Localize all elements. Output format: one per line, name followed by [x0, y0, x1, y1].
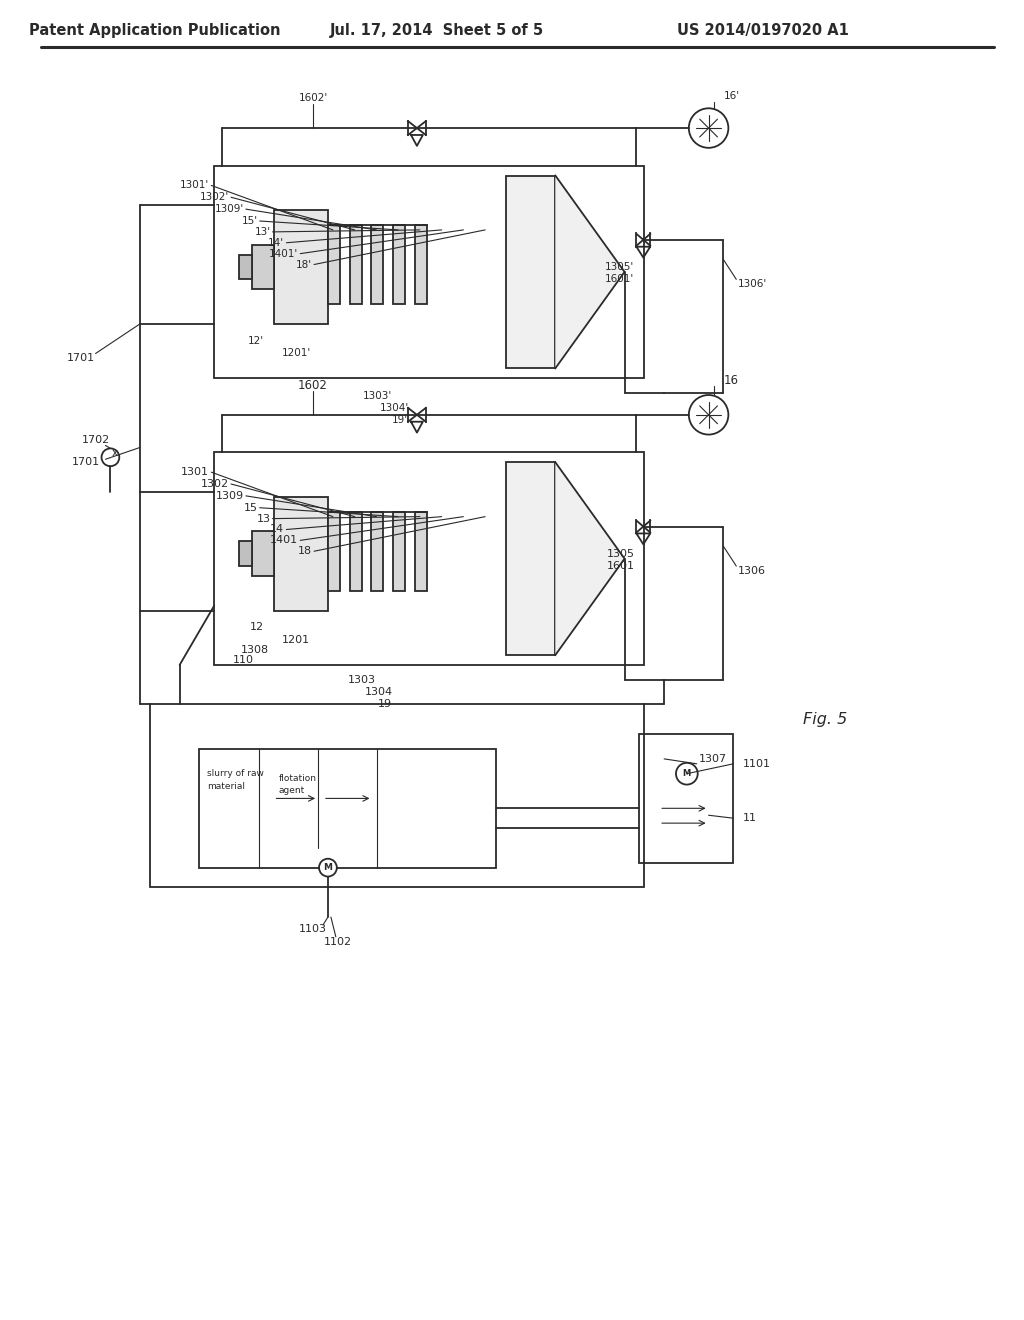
Text: 12': 12' — [248, 335, 263, 346]
Text: 16: 16 — [723, 374, 738, 387]
Polygon shape — [555, 176, 625, 368]
Bar — [372, 512, 383, 591]
Text: flotation: flotation — [279, 774, 316, 783]
Text: 1401': 1401' — [269, 248, 298, 259]
Text: 1308: 1308 — [241, 645, 268, 655]
Text: 16': 16' — [723, 91, 739, 102]
Text: 19': 19' — [392, 414, 409, 425]
Text: 1101: 1101 — [743, 759, 771, 768]
Polygon shape — [555, 462, 625, 655]
Bar — [328, 512, 340, 591]
Circle shape — [319, 859, 337, 876]
Circle shape — [689, 395, 728, 434]
Text: 1301': 1301' — [180, 181, 209, 190]
Text: 18': 18' — [296, 260, 312, 269]
Text: agent: agent — [279, 785, 305, 795]
Bar — [506, 462, 555, 655]
Text: 15: 15 — [244, 503, 258, 512]
Text: slurry of raw: slurry of raw — [207, 770, 264, 779]
Bar — [415, 224, 427, 304]
Bar — [252, 532, 273, 576]
Text: 1401: 1401 — [270, 536, 298, 545]
Text: 1304: 1304 — [365, 686, 392, 697]
Bar — [239, 255, 252, 280]
Text: 13: 13 — [257, 513, 270, 524]
Text: 1306': 1306' — [738, 280, 768, 289]
Bar — [150, 705, 644, 887]
Bar — [328, 224, 340, 304]
Text: Patent Application Publication: Patent Application Publication — [29, 22, 281, 38]
Text: M: M — [683, 770, 691, 779]
Text: 19: 19 — [378, 698, 391, 709]
Text: 1102: 1102 — [324, 937, 352, 946]
Text: material: material — [207, 781, 246, 791]
Text: 1304': 1304' — [379, 403, 409, 413]
Text: 1702: 1702 — [82, 434, 110, 445]
Text: 1305: 1305 — [606, 549, 635, 560]
Text: 1602: 1602 — [298, 379, 328, 392]
Bar — [252, 244, 273, 289]
Bar — [200, 748, 496, 867]
Bar — [506, 176, 555, 368]
Text: 1201: 1201 — [282, 635, 309, 645]
Text: 1601: 1601 — [606, 561, 635, 572]
Text: 1305': 1305' — [605, 263, 635, 272]
Text: 1701: 1701 — [67, 354, 95, 363]
Bar — [273, 496, 328, 611]
Text: 1301: 1301 — [181, 467, 209, 477]
Text: 1103: 1103 — [299, 924, 327, 935]
Text: 1303: 1303 — [348, 675, 376, 685]
Bar — [349, 224, 361, 304]
Text: 1701: 1701 — [72, 457, 99, 467]
Text: 1309: 1309 — [216, 491, 244, 500]
Bar — [639, 734, 733, 863]
Text: 14: 14 — [270, 524, 285, 535]
Text: Jul. 17, 2014  Sheet 5 of 5: Jul. 17, 2014 Sheet 5 of 5 — [330, 22, 544, 38]
Bar — [393, 512, 406, 591]
Bar — [214, 165, 644, 379]
Text: 12: 12 — [250, 622, 263, 632]
Text: 15': 15' — [242, 216, 258, 226]
Text: 11: 11 — [743, 813, 757, 824]
Bar — [214, 453, 644, 665]
Text: 1302': 1302' — [200, 193, 229, 202]
Text: 18: 18 — [298, 546, 312, 556]
Text: 1307: 1307 — [698, 754, 727, 764]
Text: M: M — [324, 863, 333, 873]
Circle shape — [689, 108, 728, 148]
Text: 1601': 1601' — [605, 275, 635, 284]
Text: US 2014/0197020 A1: US 2014/0197020 A1 — [677, 22, 849, 38]
Circle shape — [101, 449, 120, 466]
Bar — [415, 512, 427, 591]
Bar — [372, 224, 383, 304]
Circle shape — [676, 763, 697, 784]
Text: 1306: 1306 — [738, 566, 766, 576]
Bar — [273, 210, 328, 323]
Text: 1302: 1302 — [201, 479, 229, 488]
Bar — [393, 224, 406, 304]
Text: 1201': 1201' — [282, 348, 310, 359]
Text: x: x — [112, 449, 118, 458]
Text: 1303': 1303' — [362, 391, 392, 401]
Bar — [239, 541, 252, 566]
Text: 13': 13' — [254, 227, 270, 236]
Text: 14': 14' — [268, 238, 285, 248]
Bar — [349, 512, 361, 591]
Text: 1602': 1602' — [298, 94, 328, 103]
Text: 1309': 1309' — [215, 205, 244, 214]
Text: Fig. 5: Fig. 5 — [803, 711, 847, 727]
Text: 110: 110 — [232, 655, 254, 665]
